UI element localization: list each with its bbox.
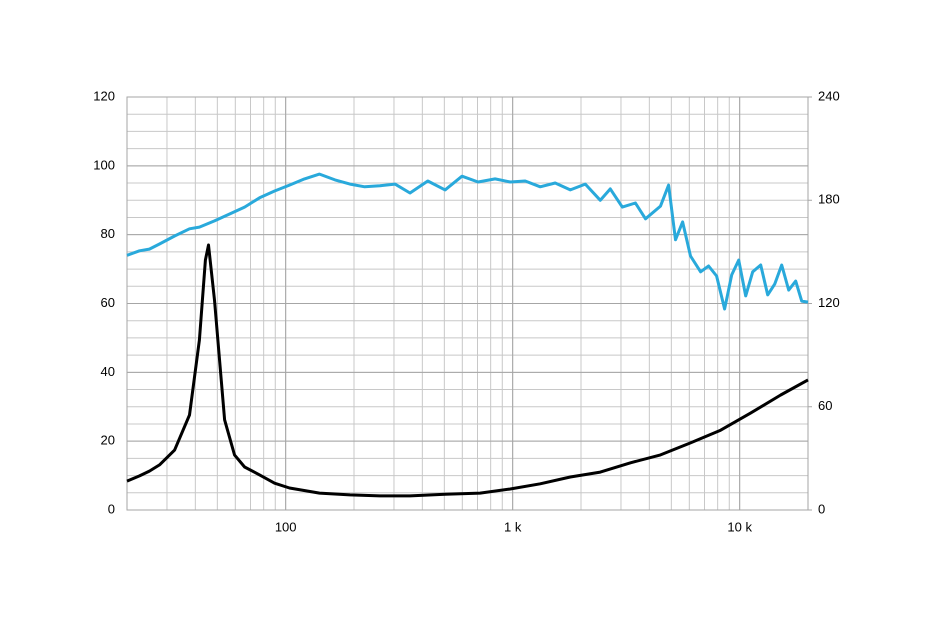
y2-tick-label: 0 — [818, 501, 825, 516]
y-tick-label: 100 — [93, 157, 115, 172]
y-tick-label: 40 — [101, 364, 115, 379]
x-tick-label: 10 k — [727, 519, 752, 534]
y-tick-label: 0 — [108, 501, 115, 516]
y2-tick-label: 240 — [818, 88, 840, 103]
x-tick-label: 1 k — [504, 519, 522, 534]
series-line — [126, 243, 809, 498]
y-tick-label: 120 — [93, 88, 115, 103]
y-tick-label: 60 — [101, 295, 115, 310]
y-tick-label: 80 — [101, 226, 115, 241]
y-tick-label: 20 — [101, 433, 115, 448]
plot-border — [126, 96, 809, 511]
series-line — [126, 172, 809, 311]
y2-tick-label: 180 — [818, 192, 840, 207]
y2-tick-label: 120 — [818, 295, 840, 310]
x-tick-label: 100 — [275, 519, 297, 534]
y2-tick-label: 60 — [818, 398, 832, 413]
